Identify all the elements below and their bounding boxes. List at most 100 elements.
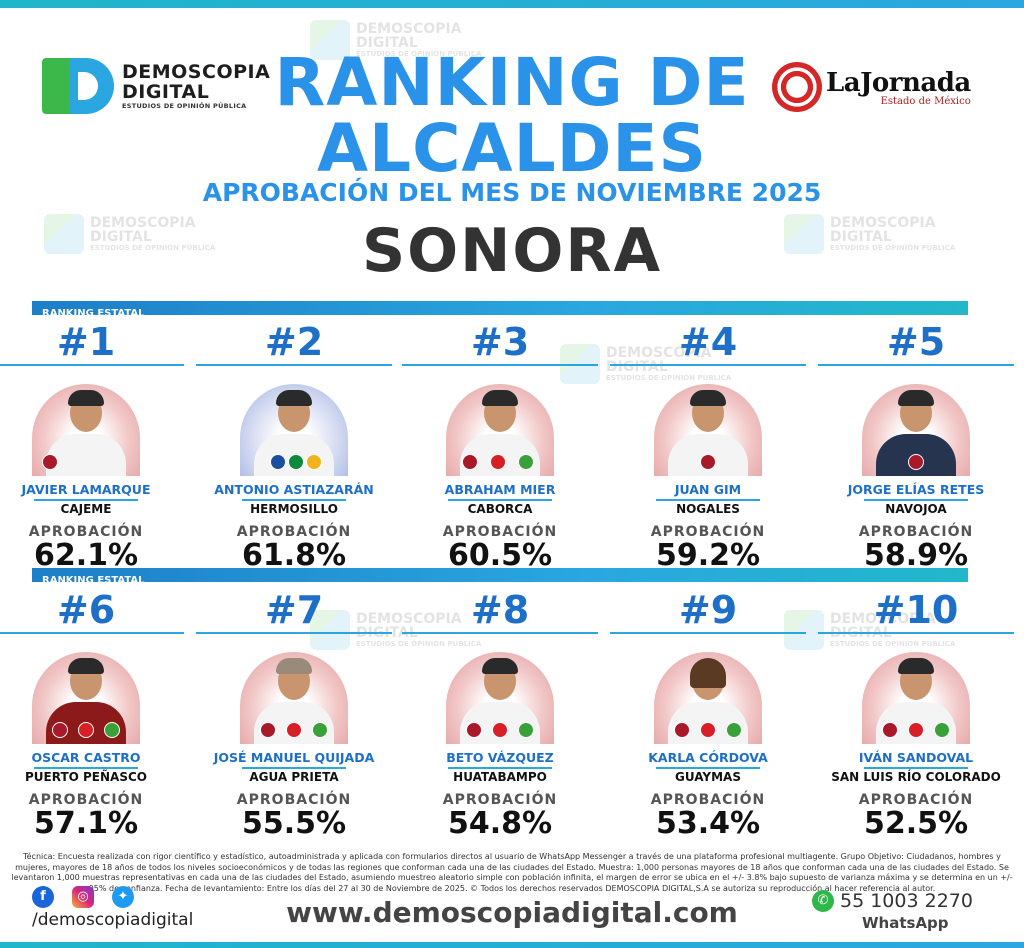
sun-icon <box>772 62 822 112</box>
mayor-city: CABORCA <box>467 502 533 516</box>
divider <box>0 364 184 366</box>
divider <box>34 767 138 769</box>
mayor-name: ABRAHAM MIER <box>444 482 556 497</box>
approval-value: 61.8% <box>241 538 347 573</box>
brand-tagline: ESTUDIOS DE OPINIÓN PÚBLICA <box>122 102 247 110</box>
twitter-icon[interactable]: ✦ <box>112 886 134 908</box>
morena-party-icon <box>908 454 924 470</box>
mayor-card-2: #2 ANTONIO ASTIAZARÁN HERMOSILLO APROBAC… <box>196 320 392 573</box>
rank-label: #8 <box>470 588 530 632</box>
methodology-note: Técnica: Encuesta realizada con rigor ci… <box>11 852 1013 893</box>
social-handle[interactable]: /demoscopiadigital <box>32 910 194 930</box>
website-link[interactable]: www.demoscopiadigital.com <box>286 896 738 929</box>
mayor-photo <box>240 384 348 476</box>
divider <box>402 364 598 366</box>
approval-label: APROBACIÓN <box>236 524 352 540</box>
divider <box>610 632 806 634</box>
divider <box>656 499 760 501</box>
divider <box>196 364 392 366</box>
mayor-name: KARLA CÓRDOVA <box>648 750 768 765</box>
rank-label: #5 <box>886 320 946 364</box>
prd-party-icon <box>306 454 322 470</box>
morena-party-icon <box>882 722 898 738</box>
mayor-photo <box>446 652 554 744</box>
rank-label: #1 <box>56 320 116 364</box>
social-links: f ◎ ✦ <box>32 886 134 908</box>
divider <box>34 499 138 501</box>
morena-party-icon <box>260 722 276 738</box>
mayor-photo <box>240 652 348 744</box>
divider <box>242 767 346 769</box>
approval-label: APROBACIÓN <box>650 524 766 540</box>
mayor-card-3: #3 ABRAHAM MIER CABORCA APROBACIÓN 60.5% <box>402 320 598 573</box>
facebook-icon[interactable]: f <box>32 886 54 908</box>
whatsapp-contact[interactable]: ✆ 55 1003 2270 <box>812 890 973 912</box>
divider <box>656 767 760 769</box>
brand-name-line2: DIGITAL <box>122 81 210 103</box>
divider <box>196 632 392 634</box>
pt-party-icon <box>492 722 508 738</box>
pan-party-icon <box>270 454 286 470</box>
approval-label: APROBACIÓN <box>28 792 144 808</box>
morena-party-icon <box>700 454 716 470</box>
partner-name: LaJornada <box>826 67 971 98</box>
divider <box>448 767 552 769</box>
approval-value: 55.5% <box>241 806 347 841</box>
phone-number: 55 1003 2270 <box>840 890 973 912</box>
mayor-card-1: #1 JAVIER LAMARQUE CAJEME APROBACIÓN 62.… <box>0 320 184 572</box>
mayor-name: BETO VÁZQUEZ <box>446 750 554 765</box>
page-title-line1: RANKING DE <box>274 44 750 121</box>
verde-party-icon <box>518 722 534 738</box>
approval-value: 54.8% <box>447 806 553 841</box>
approval-value: 57.1% <box>33 806 139 841</box>
morena-party-icon <box>674 722 690 738</box>
rank-label: #6 <box>56 588 116 632</box>
mayor-city: NOGALES <box>676 502 740 516</box>
rank-label: #10 <box>873 588 959 632</box>
approval-value: 60.5% <box>447 538 553 573</box>
pt-party-icon <box>908 722 924 738</box>
approval-label: APROBACIÓN <box>28 524 144 540</box>
mayor-name: OSCAR CASTRO <box>31 750 141 765</box>
mayor-photo <box>862 384 970 476</box>
mayor-card-7: #7 JOSÉ MANUEL QUIJADA AGUA PRIETA APROB… <box>196 588 392 841</box>
mayor-city: PUERTO PEÑASCO <box>25 770 147 784</box>
approval-label: APROBACIÓN <box>858 792 974 808</box>
divider <box>864 767 968 769</box>
approval-label: APROBACIÓN <box>650 792 766 808</box>
section-bar-ranking-2: RANKING ESTATAL <box>32 568 968 586</box>
approval-value: 52.5% <box>863 806 969 841</box>
mayor-city: AGUA PRIETA <box>249 770 339 784</box>
bottom-accent-bar <box>0 942 1024 948</box>
mayor-name: JUAN GIM <box>674 482 742 497</box>
divider <box>448 499 552 501</box>
rank-label: #2 <box>264 320 324 364</box>
mayor-name: JORGE ELÍAS RETES <box>847 482 985 497</box>
mayor-city: CAJEME <box>60 502 112 516</box>
mayor-name: JOSÉ MANUEL QUIJADA <box>213 750 375 765</box>
mayor-name: IVÁN SANDOVAL <box>858 750 974 765</box>
mayor-name: ANTONIO ASTIAZARÁN <box>214 482 374 497</box>
mayor-name: JAVIER LAMARQUE <box>21 482 151 497</box>
verde-party-icon <box>518 454 534 470</box>
mayor-card-8: #8 BETO VÁZQUEZ HUATABAMPO APROBACIÓN 54… <box>402 588 598 841</box>
verde-party-icon <box>934 722 950 738</box>
demoscopia-logo-mark <box>42 58 114 114</box>
mayor-photo <box>32 652 140 744</box>
mayor-photo <box>446 384 554 476</box>
rank-label: #4 <box>678 320 738 364</box>
pt-party-icon <box>490 454 506 470</box>
whatsapp-icon: ✆ <box>812 890 834 912</box>
rank-label: #3 <box>470 320 530 364</box>
top-accent-bar <box>0 0 1024 8</box>
rank-label: #7 <box>264 588 324 632</box>
mayor-card-9: #9 KARLA CÓRDOVA GUAYMAS APROBACIÓN 53.4… <box>610 590 806 840</box>
mayor-city: NAVOJOA <box>885 502 947 516</box>
divider <box>864 499 968 501</box>
divider <box>610 364 806 366</box>
mayor-photo <box>654 384 762 476</box>
instagram-icon[interactable]: ◎ <box>72 886 94 908</box>
pt-party-icon <box>286 722 302 738</box>
mayor-city: HUATABAMPO <box>453 770 547 784</box>
morena-party-icon <box>466 722 482 738</box>
